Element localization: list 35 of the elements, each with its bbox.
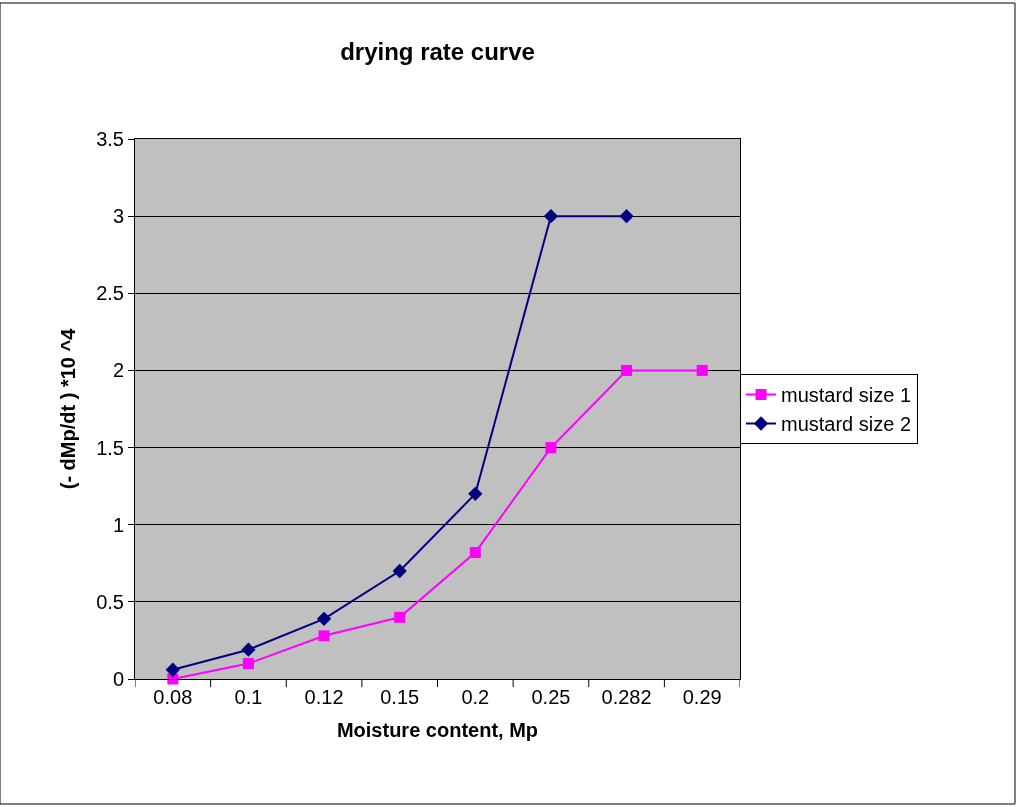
- y-tick-label: 3: [112, 205, 124, 228]
- point: [392, 563, 407, 579]
- point: [543, 208, 559, 224]
- point: [545, 442, 557, 454]
- legend-label: mustard size 2: [781, 413, 912, 436]
- y-tick-label: 1: [112, 513, 124, 536]
- y-tick-label: 1.5: [96, 436, 124, 459]
- y-tick-label: 0: [112, 668, 124, 690]
- point: [469, 546, 481, 558]
- x-tick-label: 0.25: [531, 686, 571, 708]
- legend-label: mustard size 1: [781, 384, 912, 407]
- chart-title: drying rate curve: [340, 38, 535, 66]
- point: [318, 630, 330, 642]
- point: [696, 364, 708, 376]
- point: [241, 642, 256, 657]
- y-axis-title: (- dMp/dt ) *10 ^4: [56, 327, 79, 490]
- x-tick-label: 0.2: [461, 686, 490, 708]
- x-axis-title: Moisture content, Mp: [336, 718, 539, 741]
- point: [394, 611, 406, 623]
- x-tick-label: 0.282: [601, 686, 652, 708]
- x-tick-label: 0.08: [153, 686, 193, 708]
- point: [242, 658, 254, 670]
- y-tick-label: 3.5: [96, 128, 124, 150]
- y-tick-label: 0.5: [96, 590, 124, 613]
- y-tick-label: 2.5: [96, 282, 124, 305]
- point: [316, 611, 332, 626]
- y-tick-label: 2: [112, 359, 124, 382]
- x-tick-label: 0.1: [234, 686, 263, 708]
- x-tick-label: 0.12: [304, 686, 344, 708]
- point: [468, 486, 483, 502]
- point: [165, 662, 180, 677]
- x-tick-label: 0.29: [682, 686, 722, 708]
- x-tick-label: 0.15: [380, 686, 420, 708]
- point: [619, 208, 634, 224]
- point: [621, 364, 633, 376]
